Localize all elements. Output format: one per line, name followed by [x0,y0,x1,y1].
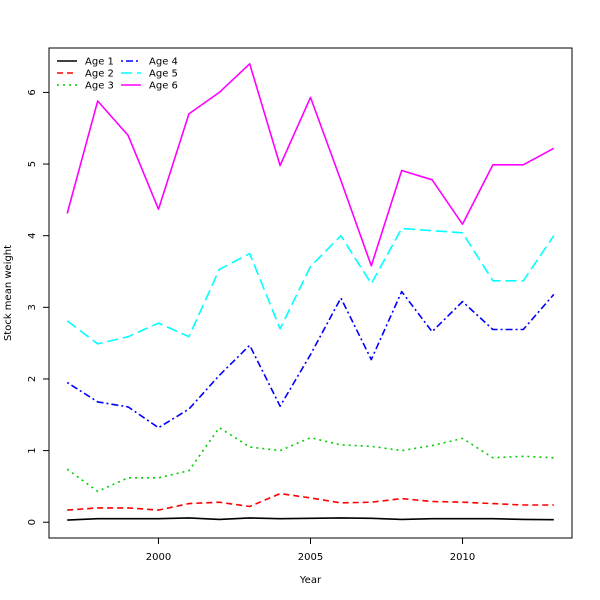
y-tick-label: 5 [27,161,38,167]
series-line-age-1 [67,517,554,521]
x-axis: 2000 2005 2010 [146,538,475,563]
y-tick-label: 1 [27,447,38,453]
y-tick-label: 6 [27,89,38,95]
y-axis-label: Stock mean weight [3,245,14,341]
series-line-age-4 [66,290,555,429]
x-tick-label: 2010 [450,552,475,563]
series-line-age-5 [66,227,555,345]
series-line-age-6 [66,62,555,267]
x-tick-label: 2005 [298,552,323,563]
series-line-age-2 [67,492,554,511]
legend-label-age-2: Age 2 [85,69,114,80]
y-tick-label: 4 [27,233,38,239]
series-line-age-3 [66,426,554,493]
y-axis: 0 1 2 3 4 5 6 [27,89,49,525]
legend-label-age-1: Age 1 [85,57,114,68]
y-tick-label: 2 [27,376,38,382]
legend-label-age-6: Age 6 [149,81,178,92]
x-tick-label: 2000 [146,552,171,563]
series-layer [66,62,555,521]
y-tick-label: 3 [27,304,38,310]
plot-area-frame [48,47,573,539]
legend-label-age-5: Age 5 [149,69,178,80]
legend-label-age-3: Age 3 [85,81,114,92]
legend-label-age-4: Age 4 [149,57,178,68]
y-tick-label: 0 [27,519,38,525]
x-axis-label: Year [299,575,322,586]
